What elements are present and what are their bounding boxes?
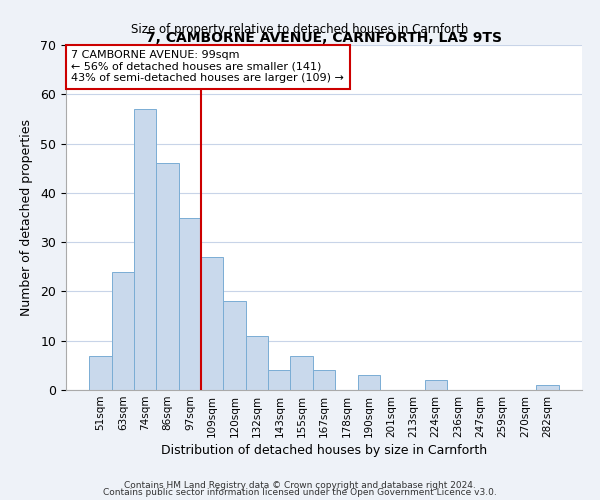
Bar bbox=[157, 164, 179, 390]
Bar bbox=[358, 375, 380, 390]
Bar bbox=[112, 272, 134, 390]
Title: 7, CAMBORNE AVENUE, CARNFORTH, LA5 9TS: 7, CAMBORNE AVENUE, CARNFORTH, LA5 9TS bbox=[146, 31, 502, 45]
Bar bbox=[223, 302, 246, 390]
Bar bbox=[268, 370, 290, 390]
Bar bbox=[179, 218, 201, 390]
Bar bbox=[134, 109, 157, 390]
Text: Contains public sector information licensed under the Open Government Licence v3: Contains public sector information licen… bbox=[103, 488, 497, 497]
Text: 7 CAMBORNE AVENUE: 99sqm
← 56% of detached houses are smaller (141)
43% of semi-: 7 CAMBORNE AVENUE: 99sqm ← 56% of detach… bbox=[71, 50, 344, 84]
Bar bbox=[246, 336, 268, 390]
Y-axis label: Number of detached properties: Number of detached properties bbox=[20, 119, 34, 316]
Bar bbox=[290, 356, 313, 390]
X-axis label: Distribution of detached houses by size in Carnforth: Distribution of detached houses by size … bbox=[161, 444, 487, 457]
Text: Size of property relative to detached houses in Carnforth: Size of property relative to detached ho… bbox=[131, 22, 469, 36]
Bar bbox=[536, 385, 559, 390]
Bar bbox=[89, 356, 112, 390]
Bar bbox=[201, 257, 223, 390]
Text: Contains HM Land Registry data © Crown copyright and database right 2024.: Contains HM Land Registry data © Crown c… bbox=[124, 480, 476, 490]
Bar bbox=[425, 380, 447, 390]
Bar bbox=[313, 370, 335, 390]
